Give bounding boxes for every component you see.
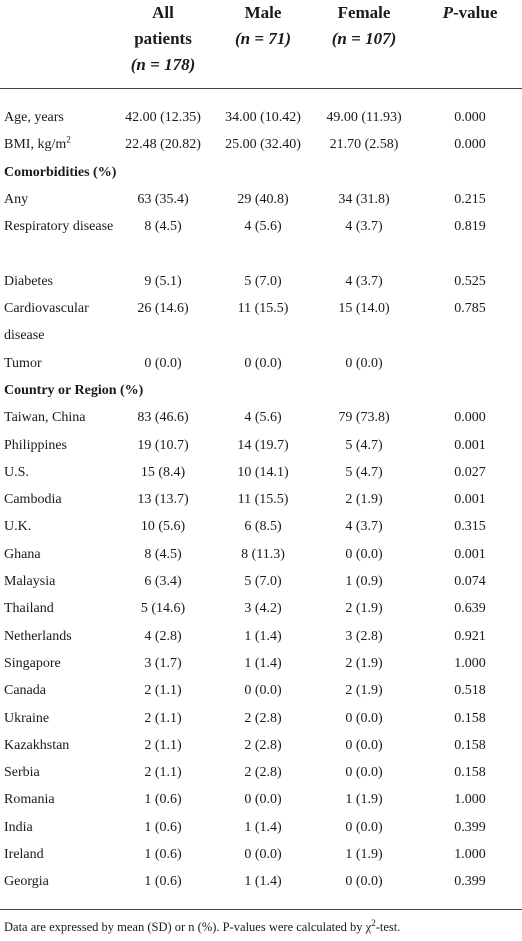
footer-divider [0, 909, 522, 910]
table-header: All patients (n = 178) Male (n = 71) Fem… [0, 0, 522, 88]
header-female: Female (n = 107) [331, 3, 397, 48]
header-male: Male (n = 71) [235, 3, 291, 48]
table-row: U.S. 15 (8.4) 10 (14.1) 5 (4.7) 0.027 [4, 464, 486, 480]
table-row: Romania 1 (0.6) 0 (0.0) 1 (1.9) 1.000 [4, 792, 486, 808]
table-row: Cardiovascular disease 26 (14.6) 11 (15.… [4, 301, 486, 344]
table-row: Singapore 3 (1.7) 1 (1.4) 2 (1.9) 1.000 [4, 655, 486, 671]
table-row: Canada 2 (1.1) 0 (0.0) 2 (1.9) 0.518 [4, 683, 486, 699]
header-divider [0, 88, 522, 89]
table-footnote: Data are expressed by mean (SD) or n (%)… [4, 917, 401, 934]
table-row: Serbia 2 (1.1) 2 (2.8) 0 (0.0) 0.158 [4, 765, 486, 781]
table-row: Tumor 0 (0.0) 0 (0.0) 0 (0.0) [4, 355, 383, 371]
table-row: Ghana 8 (4.5) 8 (11.3) 0 (0.0) 0.001 [4, 546, 486, 562]
header-p-value: P-value [442, 3, 498, 22]
table-row: U.K. 10 (5.6) 6 (8.5) 4 (3.7) 0.315 [4, 519, 486, 535]
table-row: Respiratory disease 8 (4.5) 4 (5.6) 4 (3… [4, 219, 486, 235]
table-row: Diabetes 9 (5.1) 5 (7.0) 4 (3.7) 0.525 [4, 273, 486, 289]
section-heading: Comorbidities (%) [4, 164, 117, 180]
table-row: Georgia 1 (0.6) 1 (1.4) 0 (0.0) 0.399 [4, 874, 486, 890]
table-row: Kazakhstan 2 (1.1) 2 (2.8) 0 (0.0) 0.158 [4, 737, 486, 753]
table-row: Thailand 5 (14.6) 3 (4.2) 2 (1.9) 0.639 [4, 601, 486, 617]
table-row: Taiwan, China 83 (46.6) 4 (5.6) 79 (73.8… [4, 410, 486, 426]
header-all-patients: All patients (n = 178) [130, 3, 196, 74]
table-row: Ukraine 2 (1.1) 2 (2.8) 0 (0.0) 0.158 [4, 710, 486, 726]
table-row: Any 63 (35.4) 29 (40.8) 34 (31.8) 0.215 [4, 191, 486, 207]
table-body: Age, years 42.00 (12.35) 34.00 (10.42) 4… [0, 104, 522, 896]
table-row: Malaysia 6 (3.4) 5 (7.0) 1 (0.9) 0.074 [4, 574, 486, 590]
bmi-label: BMI, kg/m2 [4, 134, 71, 153]
section-heading: Country or Region (%) [4, 382, 144, 398]
table-row: India 1 (0.6) 1 (1.4) 0 (0.0) 0.399 [4, 819, 486, 835]
table-row: Philippines 19 (10.7) 14 (19.7) 5 (4.7) … [4, 437, 486, 453]
table-row: Cambodia 13 (13.7) 11 (15.5) 2 (1.9) 0.0… [4, 492, 486, 508]
table-row: Age, years 42.00 (12.35) 34.00 (10.42) 4… [4, 110, 486, 125]
table-row: BMI, kg/m2 22.48 (20.82) 25.00 (32.40) 2… [0, 131, 522, 158]
table-row: Netherlands 4 (2.8) 1 (1.4) 3 (2.8) 0.92… [4, 628, 486, 644]
table-row: Ireland 1 (0.6) 0 (0.0) 1 (1.9) 1.000 [4, 847, 486, 863]
